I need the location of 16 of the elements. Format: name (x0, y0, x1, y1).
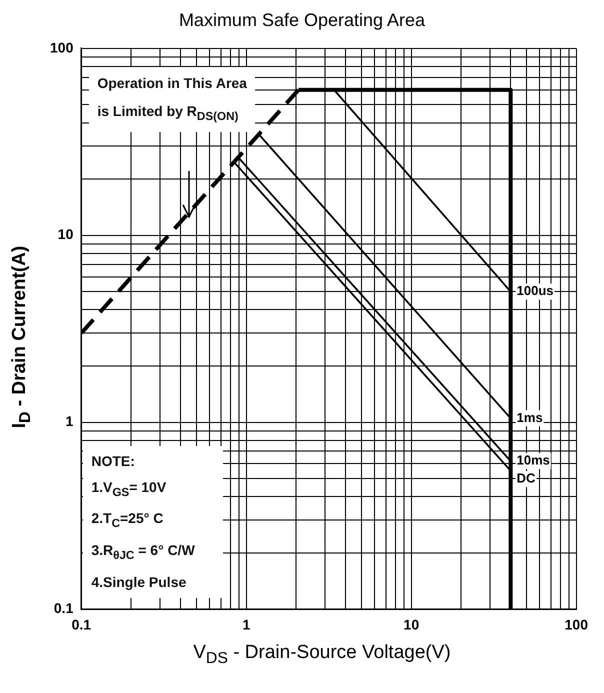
x-tick-label: 100 (564, 616, 588, 632)
series-label: DC (516, 470, 536, 486)
y-tick-label: 0.1 (54, 600, 74, 616)
text: NOTE: 1.V$_{GS}$= 10V 2.T$_{C}$=25° C 3.R$_{θJC}$ = 6° C/W 4.Single Pulse (91, 452, 195, 590)
chart-title: Maximum Safe Operating Area (178, 9, 426, 32)
x-tick-label: 10 (404, 616, 420, 632)
x-tick-label: 0.1 (72, 616, 92, 632)
x-axis-title: V$_{DS}$ - Drain-Source Voltage(V) (192, 642, 452, 668)
y-tick-label: 10 (58, 226, 74, 242)
series-label: 1ms (516, 410, 543, 425)
series-label: 10ms (516, 452, 550, 468)
y-tick-label: 1 (66, 413, 74, 430)
y-tick-label: 100 (50, 39, 74, 56)
annotation: Operation in This Area is Limited by R$_{DS(ON)}$ (97, 74, 247, 124)
series-label: 100us (516, 283, 554, 298)
x-tick-label: 1 (242, 616, 250, 632)
